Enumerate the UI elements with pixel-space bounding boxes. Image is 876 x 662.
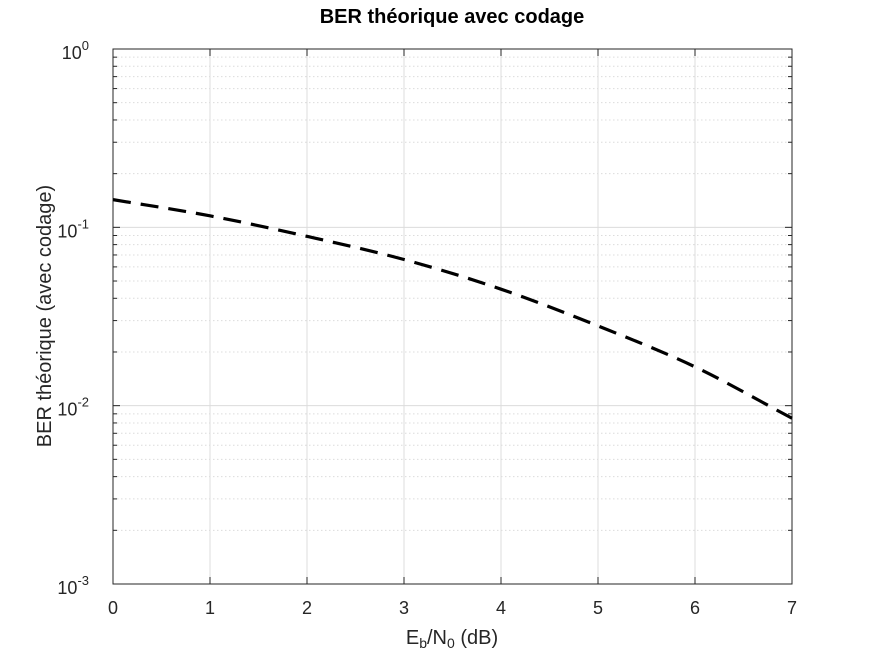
series: [112, 198, 793, 420]
tick-labels: 0 1 2 3 4 5 6 7 100 10-1 10-2 10-3: [57, 38, 797, 618]
x-tick-label: 0: [108, 598, 118, 618]
x-tick-label: 4: [496, 598, 506, 618]
grid: [113, 49, 792, 584]
axis-ticks: [112, 48, 793, 585]
y-tick-label: 100: [62, 38, 89, 63]
x-tick-label: 5: [593, 598, 603, 618]
y-tick-label: 10-3: [57, 573, 89, 598]
y-tick-label: 10-2: [57, 395, 89, 420]
x-tick-label: 6: [690, 598, 700, 618]
x-tick-label: 1: [205, 598, 215, 618]
x-tick-label: 7: [787, 598, 797, 618]
y-tick-label: 10-1: [57, 216, 89, 241]
x-axis-label: Eb/N0 (dB): [406, 627, 498, 651]
chart-title: BER théorique avec codage: [320, 6, 585, 28]
x-tick-label: 2: [302, 598, 312, 618]
x-tick-label: 3: [399, 598, 409, 618]
y-axis-label: BER théorique (avec codage): [34, 185, 56, 447]
ber-series-line: [112, 198, 793, 420]
plot-area-frame: [112, 48, 793, 585]
